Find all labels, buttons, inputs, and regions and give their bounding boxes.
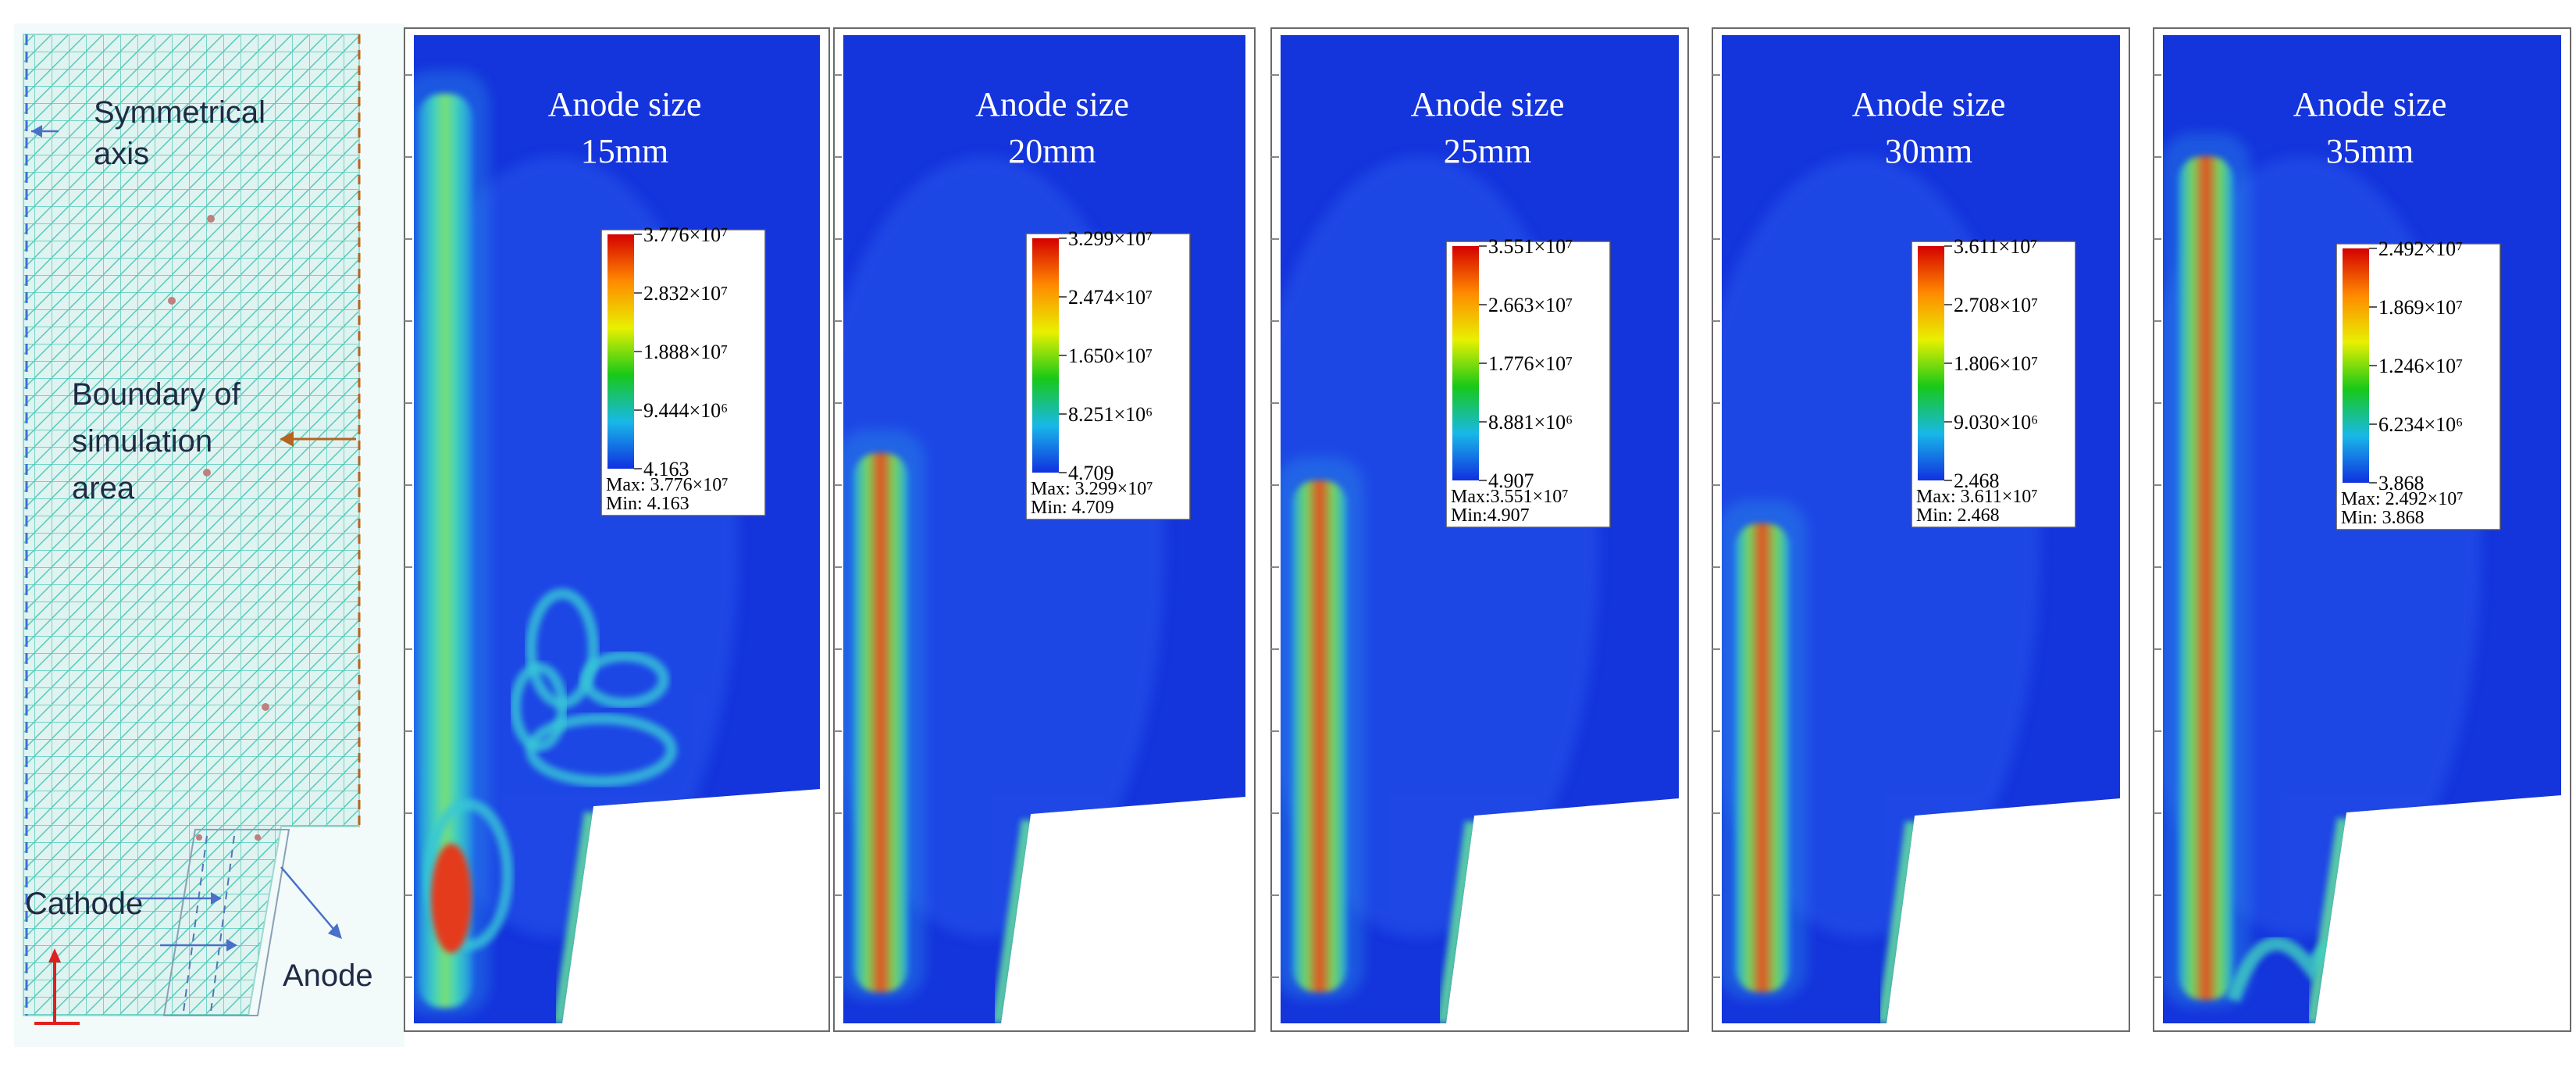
symmetrical-axis-label-line1: Symmetrical xyxy=(94,95,265,130)
legend-tick-label: 4.907 xyxy=(1488,469,1534,492)
color-legend: 3.551×10⁷ 2.663×10⁷ 1.776×10⁷ 8.881×10⁶ 4.90… xyxy=(1445,235,1611,528)
color-legend: 2.492×10⁷ 1.869×10⁷ 1.246×10⁷ 6.234×10⁶ 3.86… xyxy=(2336,237,2501,530)
boundary-label-line3: area xyxy=(72,471,135,505)
anode-dash-line xyxy=(210,835,235,1012)
legend-min: Min:4.907 xyxy=(1451,505,1530,526)
panel-title-line1: Anode size xyxy=(975,85,1129,123)
anode-edge-glow xyxy=(1877,820,1918,1023)
color-legend: 3.776×10⁷ 2.832×10⁷ 1.888×10⁷ 9.444×10⁶ 4.16… xyxy=(600,223,766,516)
legend-tick-label: 1.888×10⁷ xyxy=(643,341,728,363)
legend-max: Max: 2.492×10⁷ xyxy=(2341,489,2464,509)
legend-tick-label: 2.832×10⁷ xyxy=(643,282,728,305)
contour-panel: Anode size 20mm 3.299×10⁷ 2.474×10⁷ 1.650×10… xyxy=(833,27,1256,1032)
legend-max: Max:3.551×10⁷ xyxy=(1451,487,1569,507)
color-legend: 3.611×10⁷ 2.708×10⁷ 1.806×10⁷ 9.030×10⁶ 2.46… xyxy=(1911,235,2076,528)
symmetrical-axis-label-line2: axis xyxy=(94,137,149,171)
contour-panel: Anode size 25mm 3.551×10⁷ 2.663×10⁷ 1.776×10… xyxy=(1270,27,1689,1032)
legend-min: Min: 2.468 xyxy=(1916,505,2000,526)
legend-min: Min: 4.163 xyxy=(606,494,689,514)
boundary-label-line1: Boundary of xyxy=(72,377,241,412)
anode-edge-glow xyxy=(1437,820,1477,1023)
mesh-panel: Symmetrical axis Boundary of simulation … xyxy=(14,23,404,1047)
boundary-label-line2: simulation xyxy=(72,424,212,459)
anode-edge-glow xyxy=(553,811,597,1023)
panel-title-line2: 25mm xyxy=(1444,132,1531,170)
legend-tick-label: 3.551×10⁷ xyxy=(1488,235,1573,258)
legend-tick-label: 2.474×10⁷ xyxy=(1068,286,1153,309)
color-legend: 3.299×10⁷ 2.474×10⁷ 1.650×10⁷ 8.251×10⁶ 4.70… xyxy=(1025,227,1191,520)
anode-arrow xyxy=(280,866,338,934)
legend-tick-label: 3.868 xyxy=(2378,472,2425,494)
y-axis-triad-head xyxy=(48,948,61,962)
hot-band xyxy=(418,94,472,1008)
legend-colorbar xyxy=(1452,246,1479,480)
legend-tick-label: 1.776×10⁷ xyxy=(1488,352,1573,375)
contour-panel: Anode size 30mm 3.611×10⁷ 2.708×10⁷ 1.806×10… xyxy=(1712,27,2130,1032)
legend-max: Max: 3.299×10⁷ xyxy=(1031,479,1153,499)
hot-band xyxy=(1292,480,1347,992)
cathode-label: Cathode xyxy=(25,887,143,921)
panel-title-line2: 35mm xyxy=(2326,132,2414,170)
legend-colorbar xyxy=(1918,246,1944,480)
anode-dash-line xyxy=(183,835,208,1012)
panel-title-line2: 30mm xyxy=(1885,132,1972,170)
legend-min: Min: 3.868 xyxy=(2341,508,2425,528)
panel-title-line1: Anode size xyxy=(2293,85,2447,123)
cathode-arrowhead-2 xyxy=(226,939,237,951)
axis-arrowhead xyxy=(31,125,42,137)
legend-tick-label: 9.444×10⁶ xyxy=(643,399,728,422)
anode-label: Anode xyxy=(283,959,373,993)
panel-title-line2: 15mm xyxy=(581,132,668,170)
legend-max: Max: 3.611×10⁷ xyxy=(1916,487,2038,507)
legend-tick-label: 3.299×10⁷ xyxy=(1068,227,1153,250)
anode-edge-glow xyxy=(2306,817,2350,1023)
legend-tick-label: 2.492×10⁷ xyxy=(2378,237,2463,260)
frame-ticks xyxy=(1712,74,1720,978)
panel-title-line2: 20mm xyxy=(1008,132,1096,170)
legend-tick-label: 2.468 xyxy=(1954,469,2000,492)
frame-ticks xyxy=(2154,74,2161,978)
legend-tick-label: 1.869×10⁷ xyxy=(2378,296,2463,319)
legend-min: Min: 4.709 xyxy=(1031,498,1114,518)
hot-band xyxy=(2179,156,2233,1000)
legend-colorbar xyxy=(2343,248,2369,483)
contour-panels: Anode size 15mm 3.776×10⁷ 2.832×10⁷ 1.888×10… xyxy=(404,27,2571,1032)
legend-tick-label: 4.163 xyxy=(643,458,689,480)
legend-tick-label: 3.776×10⁷ xyxy=(643,223,728,246)
hot-band xyxy=(1735,523,1790,992)
anode-edge-glow xyxy=(992,819,1034,1023)
frame-ticks xyxy=(1271,74,1279,978)
panel-title-line1: Anode size xyxy=(548,85,702,123)
legend-colorbar xyxy=(607,234,634,469)
legend-tick-label: 4.709 xyxy=(1068,462,1114,484)
legend-max: Max: 3.776×10⁷ xyxy=(606,475,729,495)
legend-tick-label: 1.806×10⁷ xyxy=(1954,352,2038,375)
contour-panel: Anode size 35mm 2.492×10⁷ 1.869×10⁷ 1.246×10… xyxy=(2153,27,2571,1032)
legend-tick-label: 8.881×10⁶ xyxy=(1488,411,1573,434)
legend-tick-label: 2.663×10⁷ xyxy=(1488,294,1573,316)
legend-tick-label: 8.251×10⁶ xyxy=(1068,403,1153,426)
frame-ticks xyxy=(834,74,842,978)
legend-tick-label: 9.030×10⁶ xyxy=(1954,411,2038,434)
mesh-nodes xyxy=(168,215,269,841)
legend-tick-label: 6.234×10⁶ xyxy=(2378,413,2463,436)
legend-tick-label: 3.611×10⁷ xyxy=(1954,235,2037,258)
anode-outline xyxy=(162,829,290,1016)
boundary-arrowhead xyxy=(280,431,294,447)
cathode-arrowhead xyxy=(211,892,222,905)
legend-tick-label: 1.246×10⁷ xyxy=(2378,355,2463,377)
hot-band xyxy=(853,453,908,992)
legend-colorbar xyxy=(1032,238,1059,473)
legend-tick-label: 2.708×10⁷ xyxy=(1954,294,2038,316)
frame-ticks xyxy=(404,74,412,978)
contour-panel: Anode size 15mm 3.776×10⁷ 2.832×10⁷ 1.888×10… xyxy=(404,27,830,1032)
panel-title-line1: Anode size xyxy=(1411,85,1565,123)
anode-arrowhead xyxy=(328,923,342,939)
panel-title-line1: Anode size xyxy=(1852,85,2006,123)
legend-tick-label: 1.650×10⁷ xyxy=(1068,345,1153,367)
